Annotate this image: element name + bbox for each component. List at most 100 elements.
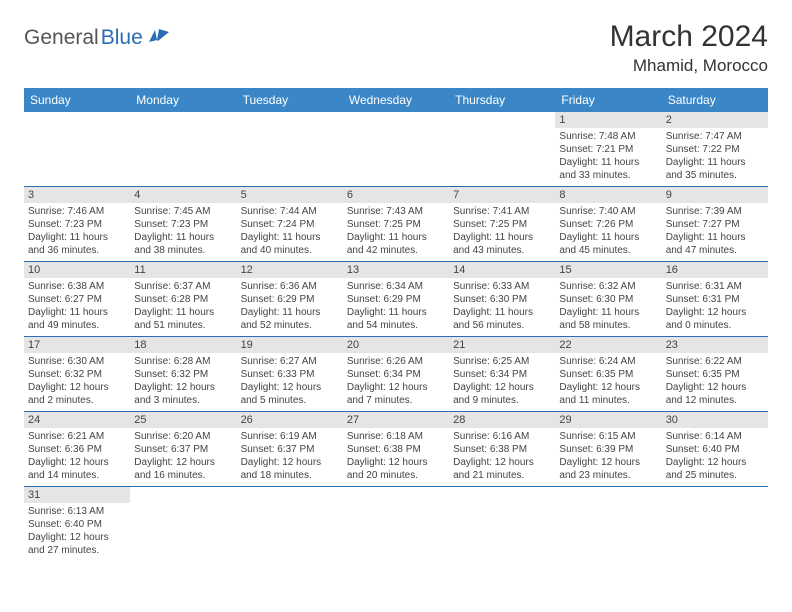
daylight-text: Daylight: 11 hours and 47 minutes. [666,231,764,257]
sunrise-text: Sunrise: 6:32 AM [559,280,657,293]
sunset-text: Sunset: 6:38 PM [347,443,445,456]
calendar-week-row: 3Sunrise: 7:46 AMSunset: 7:23 PMDaylight… [24,187,768,262]
weekday-header: Saturday [662,88,768,112]
day-number: 24 [24,412,130,428]
daylight-text: Daylight: 12 hours and 12 minutes. [666,381,764,407]
sunset-text: Sunset: 6:32 PM [28,368,126,381]
calendar-day-cell: 5Sunrise: 7:44 AMSunset: 7:24 PMDaylight… [237,187,343,262]
sunrise-text: Sunrise: 7:45 AM [134,205,232,218]
day-number: 15 [555,262,661,278]
calendar-day-cell: 29Sunrise: 6:15 AMSunset: 6:39 PMDayligh… [555,412,661,487]
calendar-day-cell: 10Sunrise: 6:38 AMSunset: 6:27 PMDayligh… [24,262,130,337]
sunrise-text: Sunrise: 6:20 AM [134,430,232,443]
day-details: Sunrise: 7:40 AMSunset: 7:26 PMDaylight:… [555,203,661,261]
calendar-empty-cell [237,487,343,562]
calendar-week-row: 17Sunrise: 6:30 AMSunset: 6:32 PMDayligh… [24,337,768,412]
sunrise-text: Sunrise: 7:41 AM [453,205,551,218]
calendar-day-cell: 22Sunrise: 6:24 AMSunset: 6:35 PMDayligh… [555,337,661,412]
day-details: Sunrise: 6:18 AMSunset: 6:38 PMDaylight:… [343,428,449,486]
calendar-day-cell: 12Sunrise: 6:36 AMSunset: 6:29 PMDayligh… [237,262,343,337]
day-details: Sunrise: 6:33 AMSunset: 6:30 PMDaylight:… [449,278,555,336]
calendar-day-cell: 28Sunrise: 6:16 AMSunset: 6:38 PMDayligh… [449,412,555,487]
daylight-text: Daylight: 11 hours and 36 minutes. [28,231,126,257]
sunrise-text: Sunrise: 7:47 AM [666,130,764,143]
sunset-text: Sunset: 6:37 PM [134,443,232,456]
sunrise-text: Sunrise: 6:38 AM [28,280,126,293]
daylight-text: Daylight: 11 hours and 51 minutes. [134,306,232,332]
day-number: 29 [555,412,661,428]
day-details: Sunrise: 7:47 AMSunset: 7:22 PMDaylight:… [662,128,768,186]
calendar-day-cell: 25Sunrise: 6:20 AMSunset: 6:37 PMDayligh… [130,412,236,487]
sunrise-text: Sunrise: 6:34 AM [347,280,445,293]
calendar-empty-cell [237,112,343,187]
day-number: 26 [237,412,343,428]
daylight-text: Daylight: 11 hours and 33 minutes. [559,156,657,182]
sunrise-text: Sunrise: 6:31 AM [666,280,764,293]
day-number: 27 [343,412,449,428]
day-number: 13 [343,262,449,278]
logo-text-general: General [24,26,99,50]
calendar-day-cell: 30Sunrise: 6:14 AMSunset: 6:40 PMDayligh… [662,412,768,487]
weekday-header: Monday [130,88,236,112]
sunrise-text: Sunrise: 6:26 AM [347,355,445,368]
sunset-text: Sunset: 6:40 PM [28,518,126,531]
daylight-text: Daylight: 12 hours and 3 minutes. [134,381,232,407]
daylight-text: Daylight: 11 hours and 43 minutes. [453,231,551,257]
sunrise-text: Sunrise: 6:16 AM [453,430,551,443]
day-details: Sunrise: 6:24 AMSunset: 6:35 PMDaylight:… [555,353,661,411]
day-details: Sunrise: 7:48 AMSunset: 7:21 PMDaylight:… [555,128,661,186]
sunrise-text: Sunrise: 6:25 AM [453,355,551,368]
daylight-text: Daylight: 12 hours and 14 minutes. [28,456,126,482]
calendar-day-cell: 21Sunrise: 6:25 AMSunset: 6:34 PMDayligh… [449,337,555,412]
sunset-text: Sunset: 6:39 PM [559,443,657,456]
day-details: Sunrise: 6:13 AMSunset: 6:40 PMDaylight:… [24,503,130,561]
daylight-text: Daylight: 12 hours and 11 minutes. [559,381,657,407]
daylight-text: Daylight: 12 hours and 27 minutes. [28,531,126,557]
daylight-text: Daylight: 11 hours and 38 minutes. [134,231,232,257]
sunset-text: Sunset: 6:40 PM [666,443,764,456]
sunset-text: Sunset: 6:37 PM [241,443,339,456]
flag-icon [149,28,171,49]
calendar-day-cell: 8Sunrise: 7:40 AMSunset: 7:26 PMDaylight… [555,187,661,262]
sunrise-text: Sunrise: 6:27 AM [241,355,339,368]
daylight-text: Daylight: 12 hours and 21 minutes. [453,456,551,482]
sunset-text: Sunset: 6:38 PM [453,443,551,456]
day-number: 5 [237,187,343,203]
weekday-header: Thursday [449,88,555,112]
day-details: Sunrise: 6:37 AMSunset: 6:28 PMDaylight:… [130,278,236,336]
daylight-text: Daylight: 12 hours and 18 minutes. [241,456,339,482]
day-number: 30 [662,412,768,428]
sunset-text: Sunset: 6:28 PM [134,293,232,306]
sunset-text: Sunset: 6:29 PM [241,293,339,306]
daylight-text: Daylight: 12 hours and 23 minutes. [559,456,657,482]
sunset-text: Sunset: 7:27 PM [666,218,764,231]
calendar-day-cell: 3Sunrise: 7:46 AMSunset: 7:23 PMDaylight… [24,187,130,262]
day-number: 23 [662,337,768,353]
sunrise-text: Sunrise: 6:24 AM [559,355,657,368]
day-number: 6 [343,187,449,203]
calendar-empty-cell [130,112,236,187]
day-details: Sunrise: 6:21 AMSunset: 6:36 PMDaylight:… [24,428,130,486]
day-number: 2 [662,112,768,128]
day-number: 21 [449,337,555,353]
sunrise-text: Sunrise: 7:40 AM [559,205,657,218]
day-number: 14 [449,262,555,278]
sunset-text: Sunset: 6:30 PM [559,293,657,306]
day-number: 19 [237,337,343,353]
daylight-text: Daylight: 12 hours and 9 minutes. [453,381,551,407]
daylight-text: Daylight: 12 hours and 0 minutes. [666,306,764,332]
day-details: Sunrise: 6:22 AMSunset: 6:35 PMDaylight:… [662,353,768,411]
calendar-empty-cell [343,112,449,187]
calendar-day-cell: 23Sunrise: 6:22 AMSunset: 6:35 PMDayligh… [662,337,768,412]
day-details: Sunrise: 6:38 AMSunset: 6:27 PMDaylight:… [24,278,130,336]
calendar-table: SundayMondayTuesdayWednesdayThursdayFrid… [24,88,768,561]
daylight-text: Daylight: 11 hours and 58 minutes. [559,306,657,332]
sunrise-text: Sunrise: 7:43 AM [347,205,445,218]
day-details: Sunrise: 7:43 AMSunset: 7:25 PMDaylight:… [343,203,449,261]
calendar-week-row: 10Sunrise: 6:38 AMSunset: 6:27 PMDayligh… [24,262,768,337]
sunrise-text: Sunrise: 6:19 AM [241,430,339,443]
sunset-text: Sunset: 6:33 PM [241,368,339,381]
calendar-week-row: 31Sunrise: 6:13 AMSunset: 6:40 PMDayligh… [24,487,768,562]
day-details: Sunrise: 6:36 AMSunset: 6:29 PMDaylight:… [237,278,343,336]
calendar-day-cell: 16Sunrise: 6:31 AMSunset: 6:31 PMDayligh… [662,262,768,337]
